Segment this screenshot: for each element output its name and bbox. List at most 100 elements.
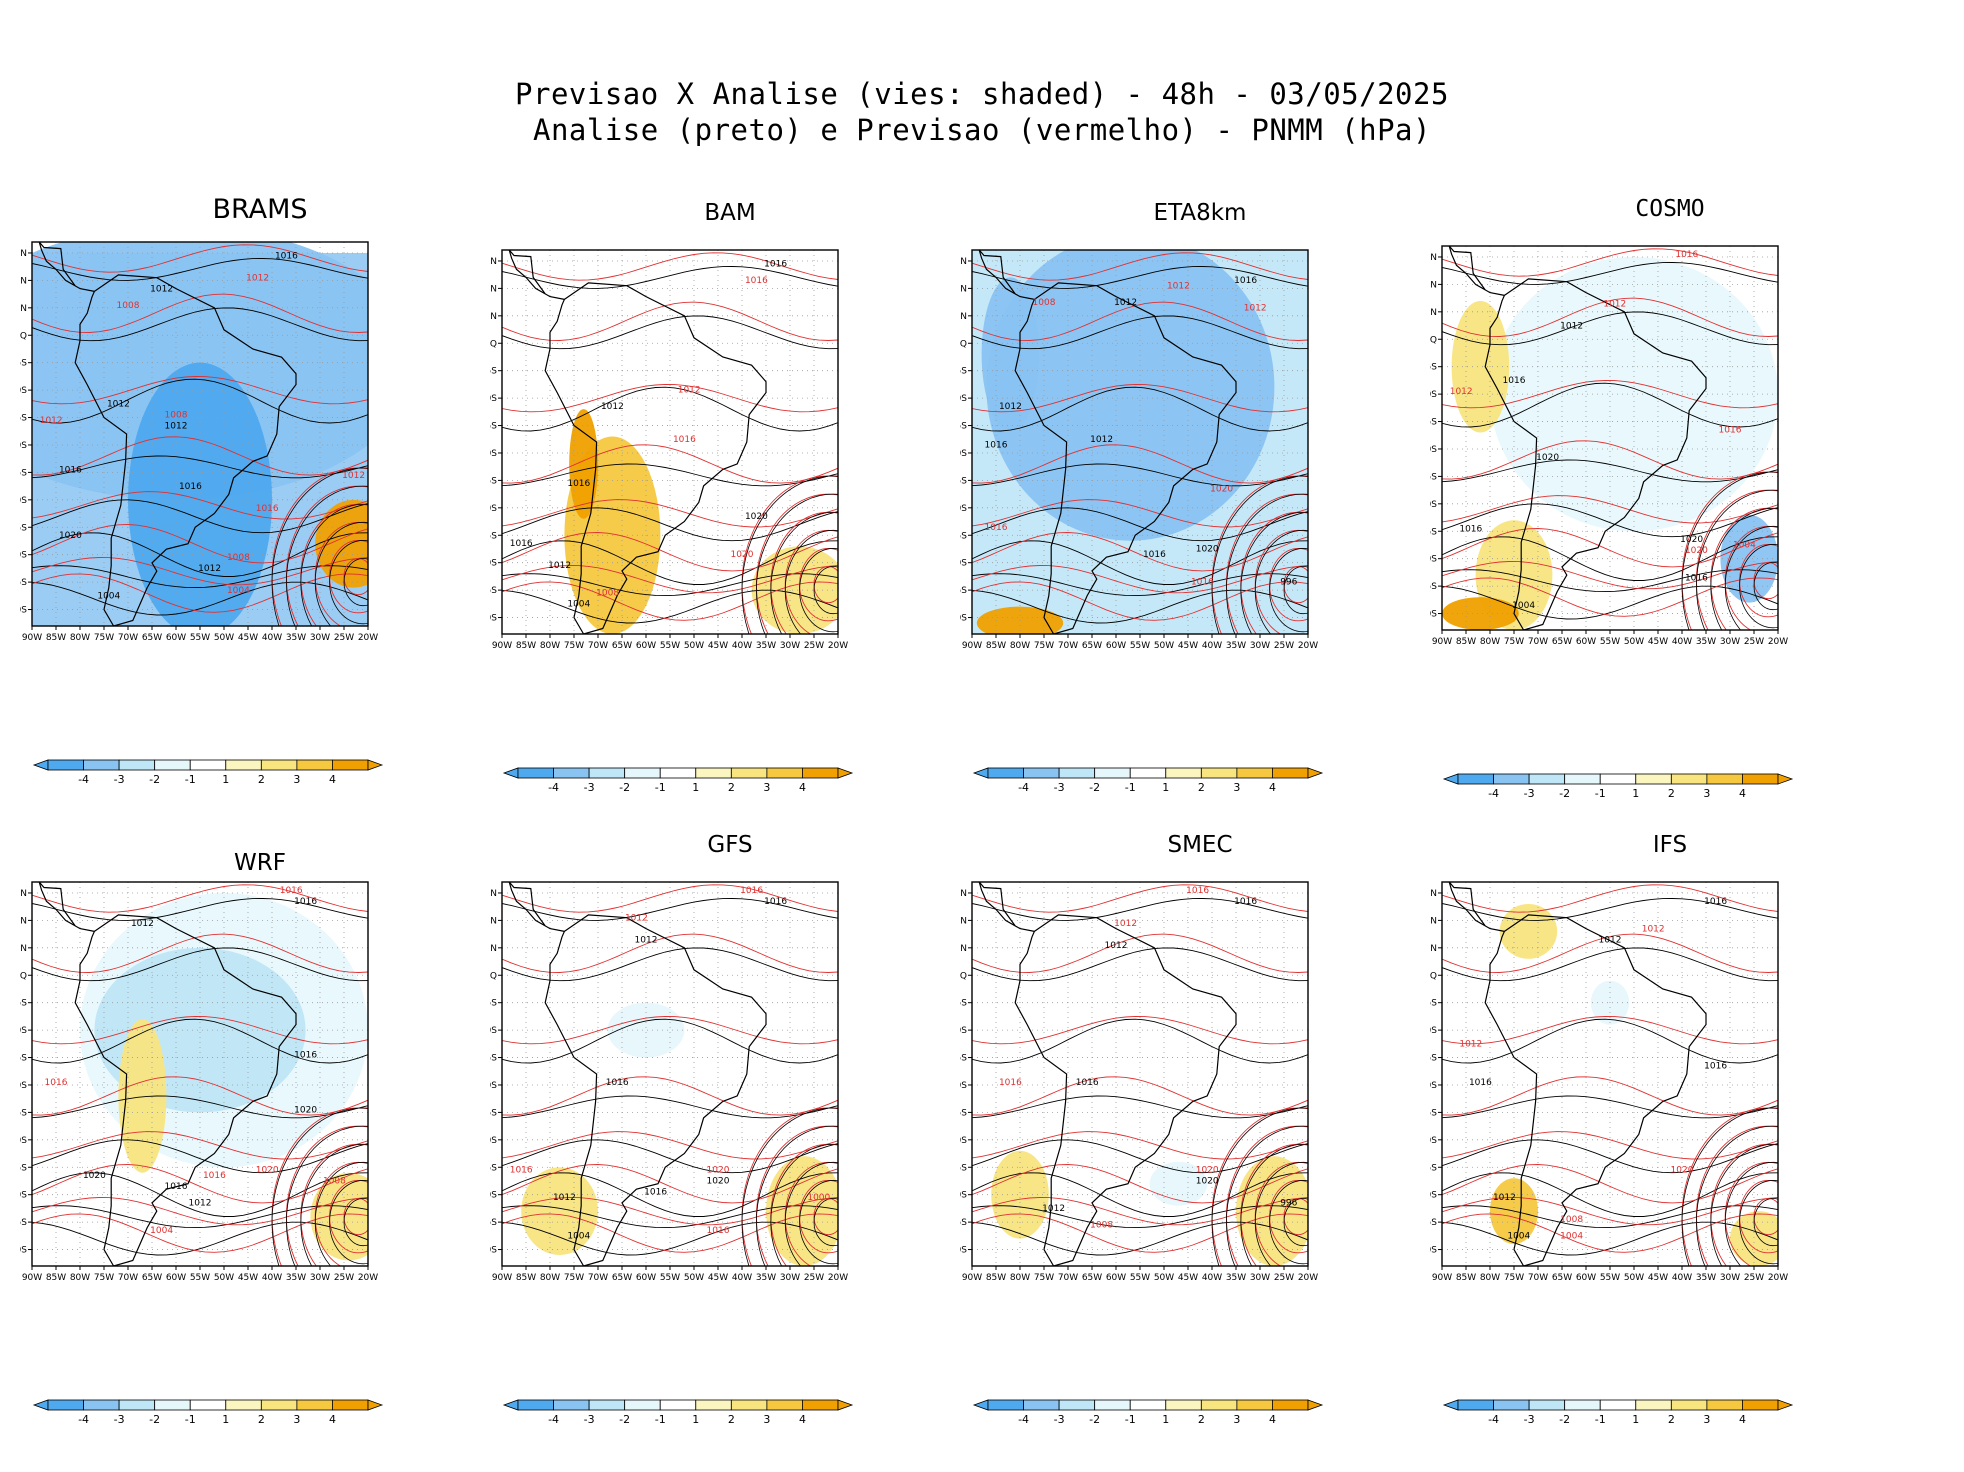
x-tick-label: 20W	[828, 641, 848, 651]
colorbar-tick-label: 1	[692, 1413, 699, 1426]
y-tick-label: 10N	[1430, 916, 1437, 926]
analysis-contour-label: 1012	[198, 564, 221, 574]
y-tick-label: 35S	[960, 1163, 967, 1173]
x-tick-label: 70W	[1058, 641, 1078, 651]
analysis-isobar	[799, 548, 838, 633]
panel-smec: SMEC 1016 1012 1016 1020 996 1012 1016 1012 1020…	[960, 832, 1440, 1472]
continent-outline	[38, 242, 95, 292]
x-tick-label: 30W	[1720, 1273, 1740, 1283]
analysis-contour-label: 1012	[131, 919, 154, 929]
forecast-isobar	[972, 884, 1308, 913]
analysis-isobar	[32, 1205, 368, 1229]
forecast-contour-label: 1020	[1685, 546, 1708, 556]
y-tick-label: 30S	[20, 1136, 27, 1146]
analysis-contour-label: 1020	[1536, 453, 1559, 463]
x-tick-label: 60W	[1106, 641, 1126, 651]
panel-title: IFS	[1652, 832, 1688, 858]
forecast-isobar	[32, 1213, 368, 1253]
forecast-isobar	[502, 884, 838, 913]
forecast-contour-label: 1004	[150, 1226, 173, 1236]
y-tick-label: 15S	[20, 1054, 27, 1064]
colorbar-tick-label: 1	[1162, 1413, 1169, 1426]
y-tick-label: 15N	[960, 889, 967, 899]
colorbar-tick-label: -3	[114, 1413, 125, 1426]
forecast-contour-label: 1012	[1603, 299, 1626, 309]
colorbar-segment	[225, 759, 262, 771]
colorbar-segment	[802, 767, 839, 779]
colorbar-tick-label: -4	[78, 1413, 89, 1426]
forecast-isobar	[1442, 561, 1778, 590]
analysis-isobar	[784, 1161, 838, 1266]
analysis-isobar	[1283, 1198, 1308, 1247]
colorbar-tick-label: 4	[329, 1413, 336, 1426]
analysis-contour-label: 1016	[1076, 1078, 1099, 1088]
y-tick-label: 25S	[490, 476, 497, 486]
analysis-isobar	[502, 898, 838, 921]
analysis-isobar	[972, 573, 1308, 597]
forecast-contour-label: 1020	[1671, 1166, 1694, 1176]
y-tick-label: 25S	[1430, 472, 1437, 482]
x-tick-label: 55W	[1130, 1273, 1150, 1283]
continent-outline	[544, 914, 767, 1266]
forecast-isobar	[1442, 884, 1778, 913]
colorbar-segment	[1058, 1399, 1096, 1411]
x-tick-label: 20W	[828, 1273, 848, 1283]
forecast-contour-label: 1004	[227, 586, 250, 596]
map-plot: 1016 1012 1016 1020 1016 1012 1004 1016 1012 1020…	[490, 881, 848, 1283]
colorbar-segment	[1528, 1399, 1566, 1411]
x-tick-label: 45W	[1648, 1273, 1668, 1283]
analysis-isobar	[32, 307, 368, 342]
colorbar-segment	[987, 1399, 1024, 1411]
bias-anomaly	[128, 362, 272, 626]
colorbar: -4 -3 -2 -1 1 2 3 4	[502, 1399, 854, 1426]
x-tick-label: 45W	[238, 633, 258, 643]
x-tick-label: 85W	[1456, 637, 1476, 647]
analysis-isobar	[502, 947, 838, 982]
x-tick-label: 65W	[612, 641, 632, 651]
y-tick-label: 5N	[490, 312, 497, 322]
colorbar-segment	[118, 1399, 156, 1411]
x-tick-label: 20W	[1768, 637, 1788, 647]
colorbar-tick-label: 2	[258, 773, 265, 786]
analysis-isobar	[1254, 1161, 1308, 1266]
colorbar-tick-label: -2	[1089, 1413, 1100, 1426]
bias-anomaly	[118, 1019, 167, 1173]
x-tick-label: 55W	[190, 1273, 210, 1283]
forecast-contour-label: 1008	[117, 301, 140, 311]
colorbar-tick-label: 3	[763, 1413, 770, 1426]
forecast-contour-label: 1016	[1719, 426, 1742, 436]
colorbar-segment	[1706, 1399, 1743, 1411]
y-tick-label: 35S	[960, 531, 967, 541]
colorbar-segment	[1564, 773, 1601, 785]
y-tick-label: 5N	[490, 944, 497, 954]
forecast-isobar	[1442, 528, 1778, 568]
analysis-isobar	[972, 386, 1308, 432]
analysis-isobar	[972, 947, 1308, 982]
colorbar-tick-label: -4	[548, 781, 559, 794]
x-tick-label: 60W	[1576, 637, 1596, 647]
x-tick-label: 65W	[612, 1273, 632, 1283]
forecast-isobar	[1753, 1198, 1778, 1236]
colorbar-segment	[1165, 767, 1202, 779]
forecast-isobar	[1442, 1015, 1778, 1045]
y-tick-label: 20S	[960, 1081, 967, 1091]
colorbar-segment	[1023, 1399, 1060, 1411]
colorbar-tick-label: 4	[799, 781, 806, 794]
x-tick-label: 40W	[732, 1273, 752, 1283]
colorbar-arrow-left	[972, 1399, 989, 1411]
analysis-isobar	[1442, 1018, 1778, 1064]
continent-outline	[508, 882, 565, 932]
y-tick-label: EQ	[490, 971, 497, 981]
analysis-isobar	[813, 566, 838, 615]
y-tick-label: 5N	[20, 944, 27, 954]
analysis-contour-label: 1016	[1704, 897, 1727, 907]
analysis-contour-label: 1020	[1680, 535, 1703, 545]
analysis-isobar	[770, 511, 838, 634]
colorbar-tick-label: 2	[1668, 1413, 1675, 1426]
forecast-contour-label: 1016	[1186, 886, 1209, 896]
analysis-isobar	[1753, 1198, 1778, 1247]
colorbar-arrow-left	[32, 759, 49, 771]
x-tick-label: 70W	[1528, 637, 1548, 647]
colorbar-tick-label: -3	[1524, 787, 1535, 800]
x-tick-label: 80W	[1010, 641, 1030, 651]
